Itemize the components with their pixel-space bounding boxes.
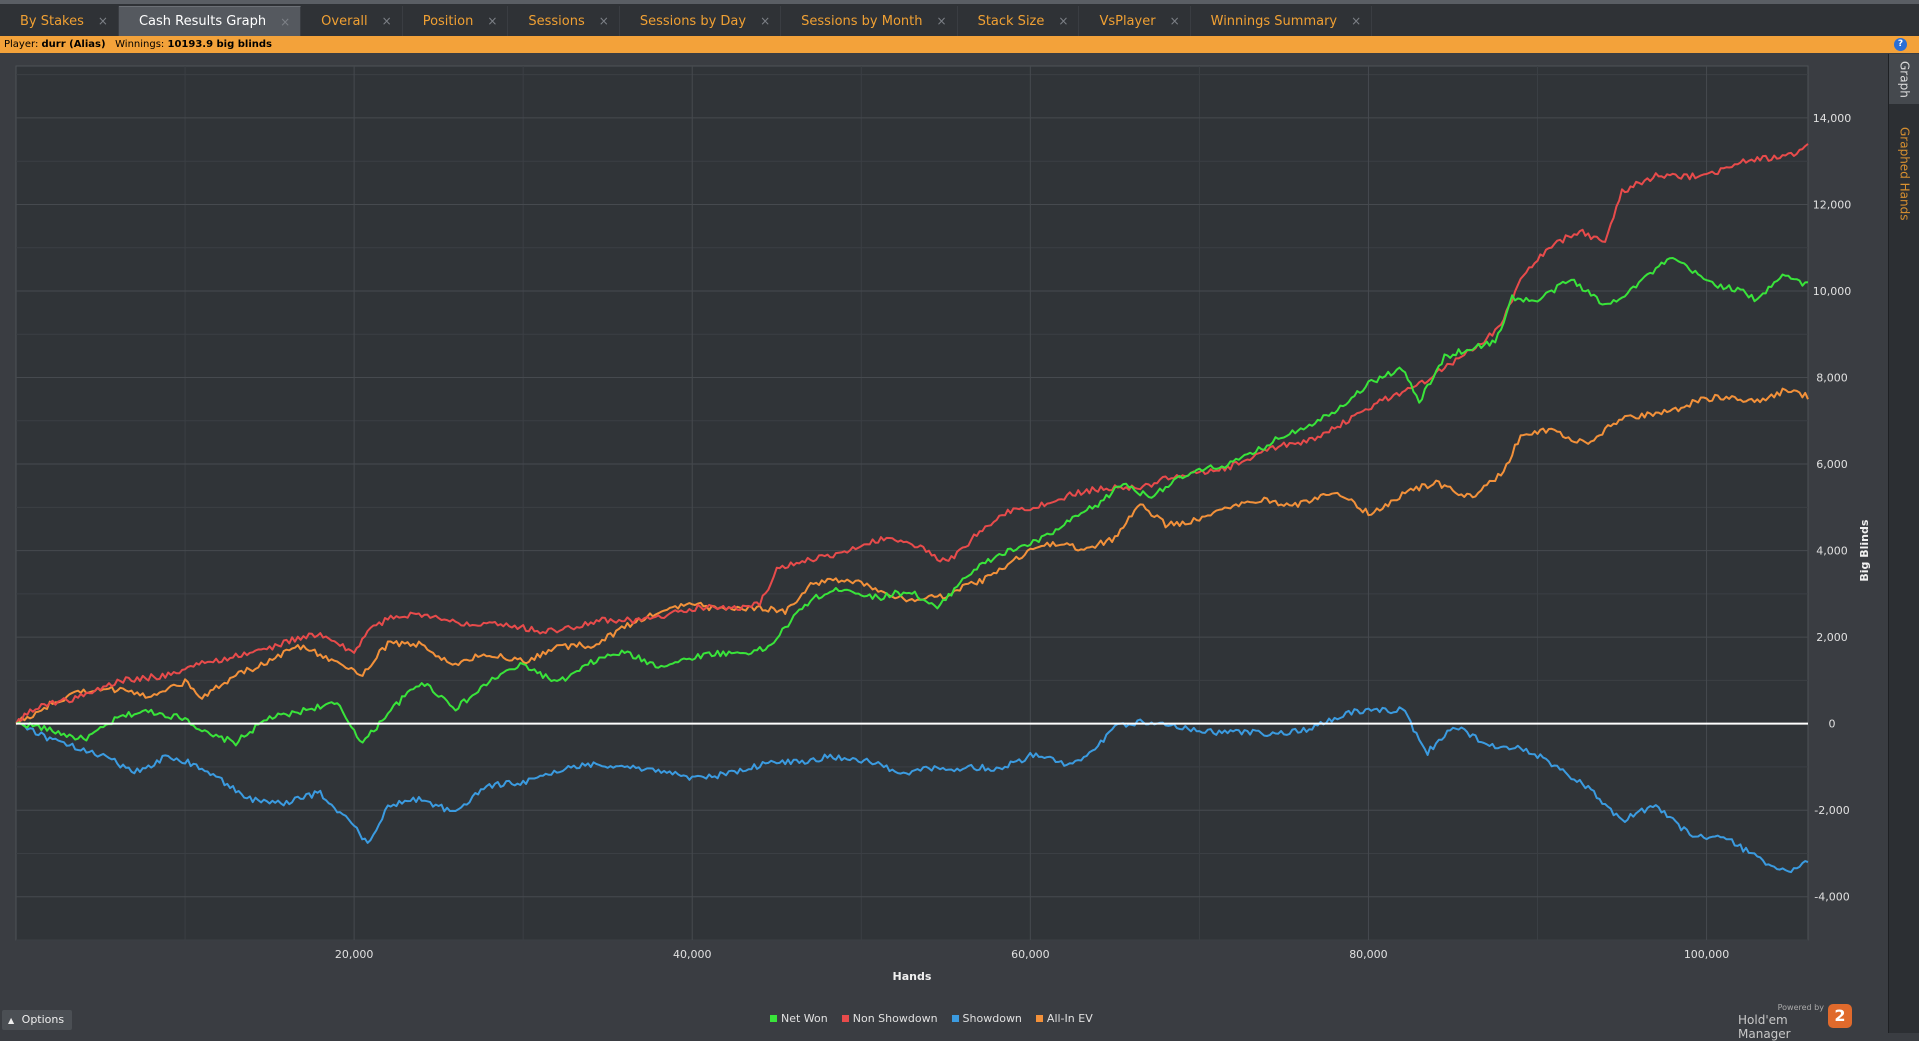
tab-overall[interactable]: Overall × [301, 6, 403, 36]
tab-label: Winnings Summary [1210, 13, 1338, 29]
brand-name: Hold'em Manager [1738, 1013, 1791, 1041]
chevron-up-icon: ▲ [8, 1016, 15, 1025]
legend-swatch [770, 1015, 777, 1022]
report-tab-bar: By Stakes × Cash Results Graph × Overall × Pos… [0, 4, 1919, 37]
tab-label: Sessions [528, 13, 585, 29]
tab-label: Sessions by Month [801, 13, 923, 29]
legend-label: Net Won [781, 1012, 828, 1025]
legend-item-net-won[interactable]: Net Won [770, 1012, 828, 1025]
tab-sessions-by-day[interactable]: Sessions by Day × [620, 6, 782, 36]
y-tick-label: 12,000 [1813, 198, 1852, 211]
series-line-all-in-ev [15, 387, 1809, 725]
close-icon[interactable]: × [1058, 14, 1069, 28]
tab-label: VsPlayer [1099, 13, 1156, 29]
legend-swatch [1035, 1015, 1043, 1022]
tab-label: Sessions by Day [639, 13, 747, 29]
x-tick-label: 20,000 [335, 948, 374, 961]
y-tick-label: -4,000 [1814, 891, 1849, 904]
close-icon[interactable]: × [280, 14, 291, 29]
tab-cash-results-graph[interactable]: Cash Results Graph × [118, 6, 302, 36]
tab-label: Overall [321, 13, 368, 29]
powered-by-text: Powered by [1777, 1003, 1824, 1012]
x-tick-label: 40,000 [673, 948, 712, 961]
y-tick-label: 14,000 [1813, 112, 1852, 125]
y-tick-label: 2,000 [1816, 631, 1848, 644]
close-icon[interactable]: × [936, 14, 947, 28]
tab-position[interactable]: Position × [403, 6, 509, 36]
winnings-label: Winnings: [115, 39, 165, 50]
tab-label: Position [422, 13, 474, 29]
x-axis-label: Hands [893, 970, 932, 983]
close-icon[interactable]: × [760, 14, 771, 28]
close-icon[interactable]: × [487, 14, 498, 28]
legend-label: Non Showdown [852, 1012, 938, 1025]
y-tick-label: 0 [1829, 718, 1836, 731]
close-icon[interactable]: × [381, 14, 392, 28]
tab-stack-size[interactable]: Stack Size × [958, 6, 1080, 36]
side-tab-graph[interactable]: Graph [1889, 54, 1919, 104]
y-tick-label: 6,000 [1816, 458, 1848, 471]
options-button[interactable]: ▲ Options [2, 1010, 73, 1030]
legend-swatch [951, 1015, 959, 1022]
tab-label: By Stakes [20, 13, 84, 29]
x-tick-label: 80,000 [1349, 948, 1388, 961]
plot-area [15, 65, 1809, 941]
tab-winnings-summary[interactable]: Winnings Summary × [1191, 6, 1373, 36]
cash-results-graph: -4,000 -2,000 0 2,000 4,000 6,000 8,000 10,000 1… [15, 65, 1871, 983]
y-tick-label: 4,000 [1816, 545, 1848, 558]
close-icon[interactable]: × [97, 14, 108, 28]
player-name: durr (Alias) [41, 39, 106, 50]
legend-item-all-in-ev[interactable]: All-In EV [1035, 1012, 1093, 1025]
series-line-showdown [15, 706, 1809, 874]
x-tick-label: 60,000 [1011, 948, 1050, 961]
y-tick-label: 10,000 [1813, 285, 1852, 298]
tab-sessions-by-month[interactable]: Sessions by Month × [781, 6, 958, 36]
tab-vsplayer[interactable]: VsPlayer × [1079, 6, 1191, 36]
side-tab-graphed-hands[interactable]: Graphed Hands [1897, 127, 1912, 221]
x-tick-label: 100,000 [1684, 948, 1730, 961]
brand-logo: Powered by Hold'em Manager 2 [1738, 1002, 1858, 1041]
player-info-bar: Player: durr (Alias) Winnings: 10193.9 b… [0, 36, 1919, 53]
top-border [0, 0, 1919, 4]
chart-legend: Net Won Non Showdown Showdown All-In EV [770, 1012, 1093, 1025]
help-icon[interactable]: ? [1894, 38, 1907, 51]
legend-swatch [841, 1015, 849, 1022]
hm2-logo-icon: 2 [1828, 1004, 1852, 1028]
legend-label: All-In EV [1046, 1012, 1093, 1025]
y-tick-label: -2,000 [1814, 804, 1849, 817]
player-label: Player: [4, 39, 39, 50]
series-line-net-won [15, 257, 1809, 747]
y-tick-label: 8,000 [1816, 372, 1848, 385]
close-icon[interactable]: × [1169, 14, 1180, 28]
options-label: Options [21, 1013, 65, 1026]
winnings-value: 10193.9 big blinds [167, 39, 272, 50]
tab-label: Cash Results Graph [138, 14, 267, 29]
legend-item-showdown[interactable]: Showdown [951, 1012, 1022, 1025]
tab-sessions[interactable]: Sessions × [508, 6, 620, 36]
close-icon[interactable]: × [1351, 14, 1362, 28]
tab-by-stakes[interactable]: By Stakes × [0, 6, 119, 36]
legend-label: Showdown [962, 1012, 1022, 1025]
side-panel: Graph Graphed Hands [1888, 54, 1919, 1033]
close-icon[interactable]: × [598, 14, 609, 28]
y-axis-label: Big Blinds [1858, 519, 1871, 581]
legend-item-non-showdown[interactable]: Non Showdown [841, 1012, 938, 1025]
tab-label: Stack Size [977, 13, 1045, 29]
